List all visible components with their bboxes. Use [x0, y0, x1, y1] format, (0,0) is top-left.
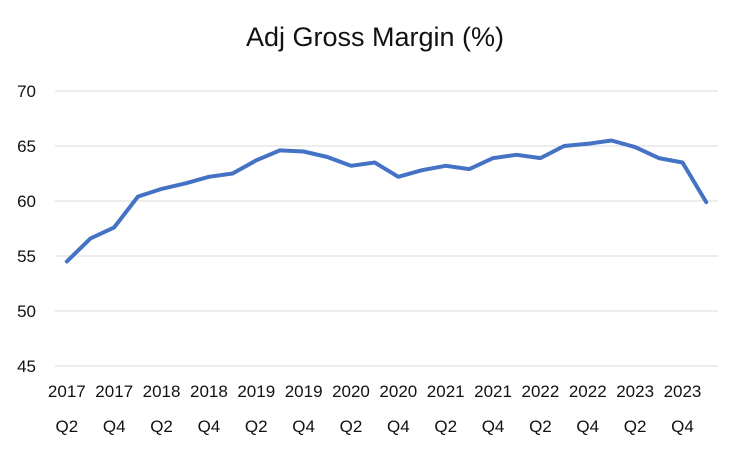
series [64, 138, 709, 264]
x-tick-label-quarter: Q4 [387, 417, 410, 436]
x-tick-label-quarter: Q2 [340, 417, 363, 436]
x-tick-label-quarter: Q2 [245, 417, 268, 436]
chart-title: Adj Gross Margin (%) [245, 22, 505, 52]
x-tick-label-year: 2020 [379, 382, 417, 401]
x-tick-label-year: 2018 [143, 382, 181, 401]
x-tick-label-year: 2021 [474, 382, 512, 401]
x-tick-label-quarter: Q4 [671, 417, 694, 436]
x-tick-label-year: 2018 [190, 382, 228, 401]
x-tick-label-quarter: Q2 [55, 417, 78, 436]
x-tick-label-year: 2023 [664, 382, 702, 401]
x-tick-label-year: 2020 [332, 382, 370, 401]
x-tick-label-year: 2023 [616, 382, 654, 401]
x-tick-label-quarter: Q4 [103, 417, 126, 436]
x-tick-label-quarter: Q4 [576, 417, 599, 436]
y-tick-label: 55 [17, 247, 36, 266]
x-tick-label-year: 2019 [285, 382, 323, 401]
x-tick-label-quarter: Q4 [292, 417, 315, 436]
x-tick-label-quarter: Q4 [482, 417, 505, 436]
x-tick-label-year: 2019 [237, 382, 275, 401]
series-line [64, 138, 709, 264]
y-tick-label: 50 [17, 302, 36, 321]
x-tick-label-year: 2021 [427, 382, 465, 401]
x-tick-label-year: 2022 [569, 382, 607, 401]
x-tick-label-quarter: Q2 [529, 417, 552, 436]
x-tick-label-quarter: Q4 [198, 417, 221, 436]
y-tick-label: 60 [17, 192, 36, 211]
x-axis-ticks: 2017 Q2 2017 Q4 2018 Q2 2018 Q4 2019 Q2 2019 Q4 2020… [48, 382, 701, 436]
x-tick-label-quarter: Q2 [434, 417, 457, 436]
x-tick-label-year: 2017 [48, 382, 86, 401]
gridlines [55, 90, 718, 367]
y-tick-label: 65 [17, 137, 36, 156]
x-tick-label-quarter: Q2 [150, 417, 173, 436]
y-tick-label: 45 [17, 357, 36, 376]
y-tick-label: 70 [17, 82, 36, 101]
x-tick-label-year: 2022 [521, 382, 559, 401]
x-tick-label-quarter: Q2 [624, 417, 647, 436]
y-axis-ticks: 45 50 55 60 65 70 [17, 82, 36, 376]
x-tick-label-year: 2017 [95, 382, 133, 401]
